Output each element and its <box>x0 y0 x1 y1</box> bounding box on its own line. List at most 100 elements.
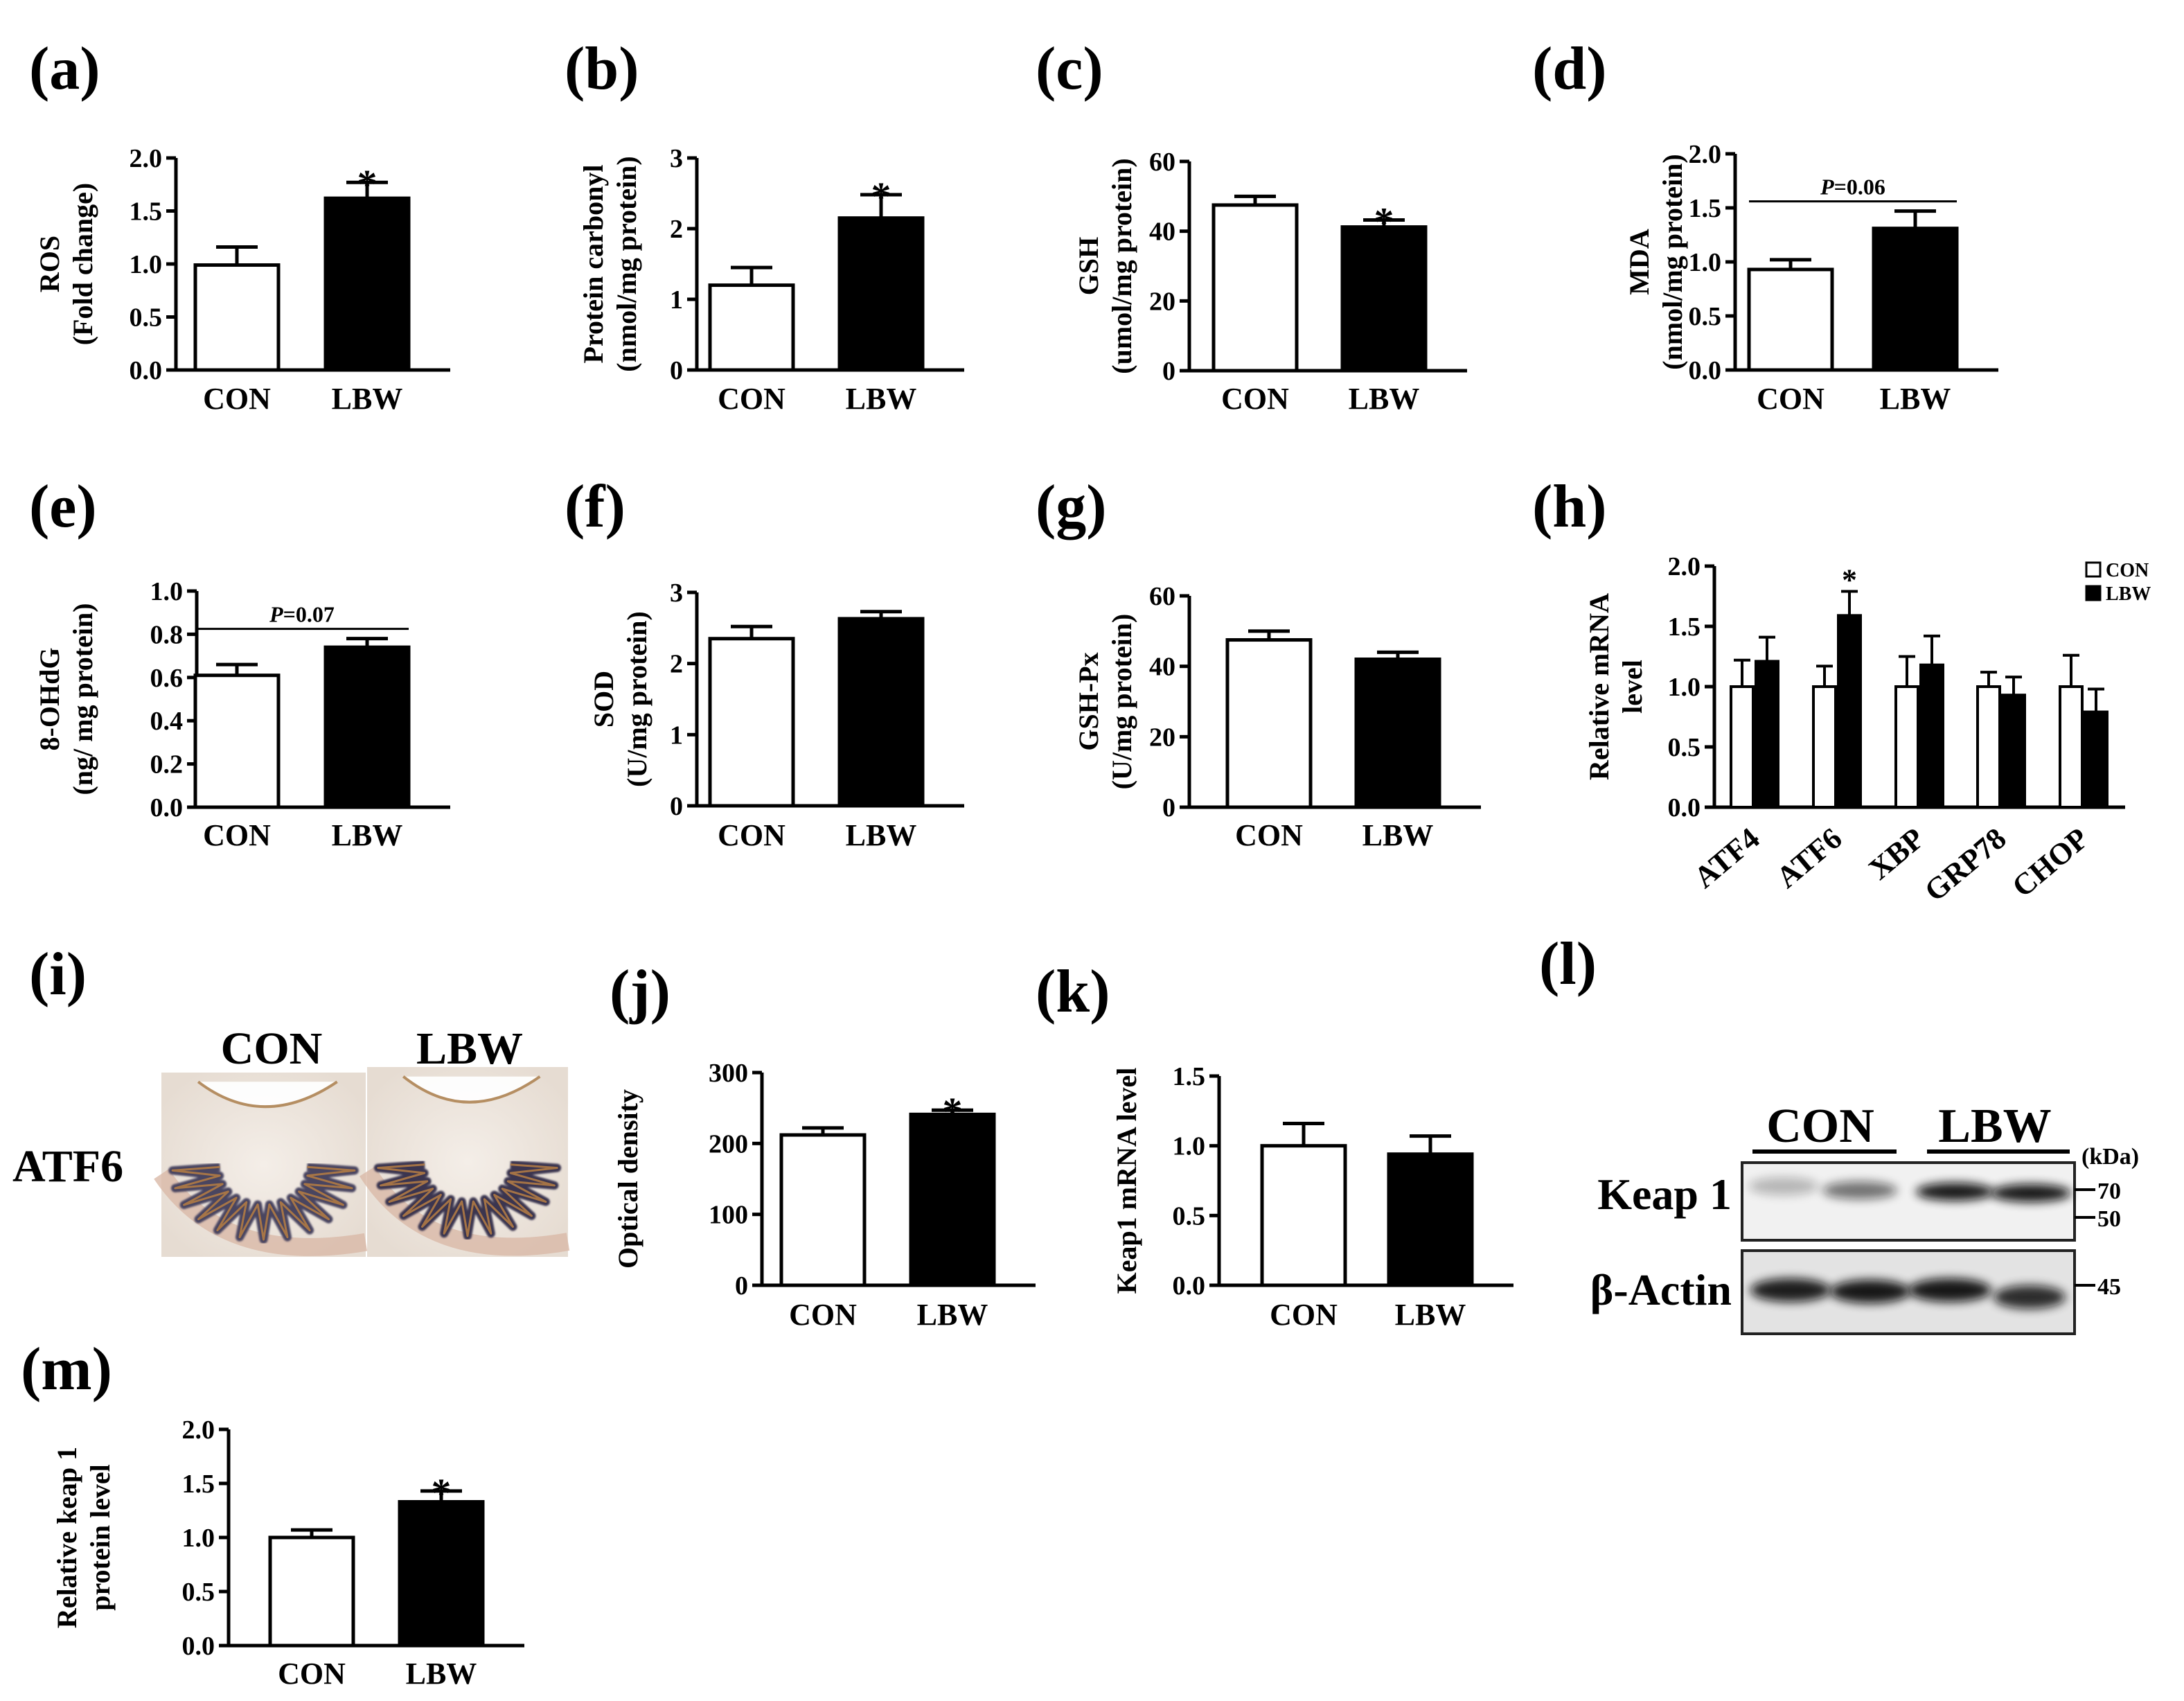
y-tick-label: 1.5 <box>130 197 163 227</box>
x-category-label: LBW <box>1349 382 1420 416</box>
row-label-actin: β-Actin <box>1590 1265 1732 1314</box>
y-tick-label: 0.4 <box>150 707 184 736</box>
y-tick-label: 1.5 <box>1173 1062 1206 1091</box>
y-axis-label: 8-OHdG <box>34 648 65 751</box>
bar-lbw <box>1872 227 1959 372</box>
blot-band <box>1822 1181 1897 1199</box>
lumen <box>402 1075 541 1104</box>
y-tick-label: 1.0 <box>1668 673 1701 702</box>
row-label: ATF6 <box>12 1141 123 1192</box>
y-tick-label: 3 <box>670 579 683 608</box>
y-tick-label: 0.0 <box>130 356 163 385</box>
significance-star: * <box>1842 563 1857 597</box>
x-category-label: LBW <box>332 818 403 852</box>
y-tick-label: 40 <box>1149 218 1175 247</box>
bar-con <box>1211 203 1299 373</box>
bar-con-atf4 <box>1730 685 1755 809</box>
marker-label: 45 <box>2097 1274 2121 1300</box>
micrograph-lbw <box>359 1067 570 1257</box>
x-category-label: CON <box>1270 1298 1338 1332</box>
x-category-label: LBW <box>406 1657 477 1691</box>
y-tick-label: 0 <box>670 792 683 821</box>
y-axis-label: GSH-Px <box>1073 652 1104 750</box>
y-axis-label: Optical density <box>612 1089 643 1269</box>
y-tick-label: 0.8 <box>150 620 184 649</box>
significance-star: * <box>943 1089 963 1134</box>
y-axis-label: ROS <box>34 236 65 292</box>
bar-con <box>779 1133 867 1287</box>
bar-lbw-chop <box>2084 710 2108 809</box>
blot-band <box>1830 1280 1910 1303</box>
y-tick-label: 40 <box>1149 653 1175 682</box>
marker-label: 50 <box>2097 1206 2121 1232</box>
chart-panel-e: (e) 0.0 0.2 0.4 0.6 0.8 1.0 8-OHdG (ng/ mg prote… <box>29 473 450 852</box>
x-category-label: CON <box>203 382 271 416</box>
y-axis-label: (umol/mg protein) <box>1106 158 1137 373</box>
bar-con <box>1225 638 1313 809</box>
y-tick-label: 0.5 <box>1689 302 1722 331</box>
y-axis-label: Relative keap 1 <box>51 1447 82 1628</box>
group-label-con: CON <box>1766 1100 1874 1153</box>
bar-con <box>268 1535 355 1648</box>
x-category-label: LBW <box>846 818 917 852</box>
p-value: =0.06 <box>1834 175 1885 200</box>
row-label-keap1: Keap 1 <box>1597 1170 1732 1219</box>
y-axis-label: Keap1 mRNA level <box>1111 1068 1142 1294</box>
bar-lbw <box>837 216 925 372</box>
panel-label: (g) <box>1036 473 1107 540</box>
y-tick-label: 0.0 <box>182 1632 215 1661</box>
y-tick-label: 100 <box>709 1201 748 1230</box>
y-tick-label: 1.5 <box>1689 194 1722 223</box>
y-tick-label: 2.0 <box>1689 140 1722 169</box>
panel-label: (j) <box>610 958 671 1025</box>
bar-lbw <box>323 196 411 372</box>
y-axis-label: SOD <box>588 671 619 728</box>
histology-panel: (i) ATF6 CON LBW <box>12 941 570 1257</box>
bar-lbw <box>837 617 925 808</box>
y-tick-label: 2 <box>670 215 683 244</box>
y-axis-label: Relative mRNA <box>1583 593 1615 780</box>
y-axis-label: MDA <box>1624 229 1655 295</box>
y-tick-label: 2.0 <box>130 144 163 173</box>
panel-label: (d) <box>1532 35 1607 103</box>
significance-star: * <box>1374 200 1394 245</box>
y-tick-label: 1.0 <box>182 1524 215 1553</box>
bar-con <box>1260 1144 1347 1287</box>
y-tick-label: 1.5 <box>1668 612 1701 642</box>
significance-star: * <box>432 1470 452 1515</box>
x-category-label: LBW <box>917 1298 988 1332</box>
y-tick-label: 0 <box>1162 357 1175 386</box>
villi-stain <box>171 1165 356 1241</box>
y-axis-label: GSH <box>1073 237 1104 295</box>
blot-band <box>1994 1285 2066 1309</box>
y-axis-label: Protein carbonyl <box>578 164 609 363</box>
y-tick-label: 0.5 <box>1668 733 1701 762</box>
y-tick-label: 1 <box>670 721 683 750</box>
x-category-label: CON <box>1757 382 1825 416</box>
y-axis-label: protein level <box>85 1464 116 1610</box>
group-label-lbw: LBW <box>1938 1100 2051 1153</box>
y-axis-label: (Fold change) <box>67 183 98 345</box>
villi-stain <box>377 1163 558 1237</box>
bar-con-grp78 <box>1976 685 2001 809</box>
y-axis-label: level <box>1617 660 1648 714</box>
bar-lbw <box>1387 1152 1474 1287</box>
x-category-label: LBW <box>1880 382 1951 416</box>
bar-lbw-grp78 <box>2001 694 2026 809</box>
x-category-label: CON <box>718 382 785 416</box>
panel-label: (f) <box>565 473 625 540</box>
y-axis-label: (ng/ mg protein) <box>67 603 98 795</box>
chart-panel-a: (a) 0.0 0.5 1.0 1.5 2.0 ROS (Fold change) CON LBW… <box>29 35 450 416</box>
legend-swatch-con <box>2085 561 2102 578</box>
panel-label: (h) <box>1532 473 1607 540</box>
y-tick-label: 60 <box>1149 148 1175 177</box>
chart-panel-g: (g) 0 20 40 60 GSH-Px (U/mg protein) CON LBW <box>1036 473 1481 852</box>
panel-label: (c) <box>1036 35 1103 103</box>
y-tick-label: 1.0 <box>130 250 163 279</box>
x-category-label: CHOP <box>2006 821 2095 904</box>
y-tick-label: 3 <box>670 144 683 173</box>
bar-con-xbp <box>1894 685 1919 809</box>
column-label-con: CON <box>221 1023 323 1074</box>
x-category-label: LBW <box>1362 818 1434 852</box>
